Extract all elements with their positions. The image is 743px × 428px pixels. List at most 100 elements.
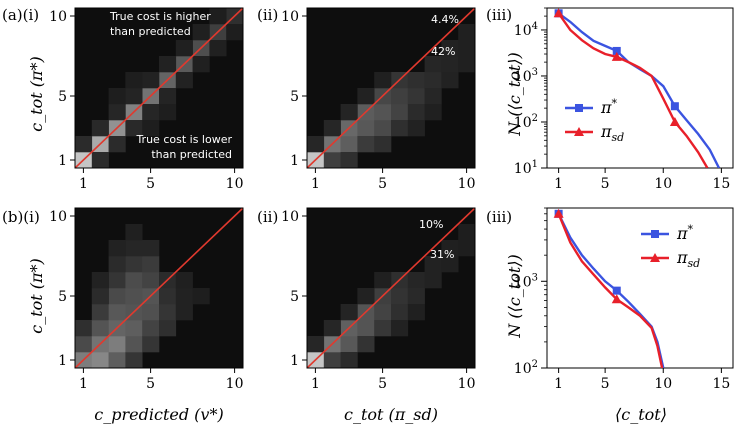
diagonal-line [74,207,244,369]
x-tick-label: 5 [146,376,155,392]
y-tick-label-base: 10 [514,69,532,85]
y-tick-label: 103 [514,272,538,290]
series-marker-triangle [553,8,564,18]
heatmap-cell [357,120,375,137]
x-tick-label: 1 [311,176,320,192]
panel-label-b-i: (b)(i) [2,208,40,226]
heatmap-cell [340,304,358,321]
heatmap-cell [407,88,425,105]
series-marker-triangle [611,51,622,61]
heatmap-cell [374,304,392,321]
heatmap-cell [108,304,126,321]
heatmap-cell [175,288,193,305]
legend-label: πsd [676,248,700,270]
annotation-a-ii-lower: 42% [431,45,455,58]
annotation-a-i-lower-line2: than predicted [151,148,232,161]
panel-label-a-iii: (iii) [486,6,512,24]
y-tick-label-base: 10 [514,23,532,39]
y-tick-label: 10 [49,9,67,25]
heatmap-cell [125,224,143,241]
heatmap-cell [407,104,425,121]
y-tick-label-base: 10 [514,115,532,131]
legend-label: π* [600,97,618,117]
heatmap-cell [108,256,126,273]
heatmap-cell [424,272,442,289]
heatmap-cell [340,136,358,153]
heatmap-cell [142,240,160,257]
heatmap-cell [91,120,109,137]
heatmap-cell [340,336,358,353]
annotation-b-ii-lower: 31% [430,248,454,261]
heatmap-cell [125,256,143,273]
heatmap-cell [441,56,459,73]
y-tick-label: 101 [514,159,538,177]
heatmap-cell [357,136,375,153]
x-tick-label: 1 [79,176,88,192]
heatmap-cell [159,304,177,321]
x-tick-label: 1 [554,176,563,192]
heatmap-cell [307,336,325,353]
panel-label-b-iii: (iii) [486,208,512,226]
annotation-b-ii-upper: 10% [419,218,443,231]
plot-frame [306,207,476,369]
heatmap-cell [192,56,210,73]
heatmap-cell [192,288,210,305]
heatmap-cell [458,40,476,57]
heatmap-cell [391,120,409,137]
legend-label-sup: * [688,223,694,236]
ylabel-b-iii: N (⟨c_tot⟩) [505,254,524,339]
series-marker-triangle [669,116,680,126]
x-tick-label: 1 [554,376,563,392]
heatmap-cell [91,152,109,169]
heatmap-cell [125,240,143,257]
heatmap-cell [357,336,375,353]
plot-frame [74,207,244,369]
heatmap-cell [391,320,409,337]
y-tick-label-exponent: 3 [532,67,538,78]
heatmap-cell [159,288,177,305]
heatmap-cell [458,224,476,241]
xlabel-b-iii: ⟨c_tot⟩ [615,405,667,424]
heatmap-cell [357,288,375,305]
heatmap-cell [323,120,341,137]
heatmap-cell [108,336,126,353]
heatmap-cell [159,320,177,337]
y-tick-label: 10 [49,209,67,225]
series-line [557,12,709,168]
legend-label: π* [676,223,694,243]
heatmap-cell [391,88,409,105]
y-tick-label: 5 [58,289,67,305]
heatmap-cell [374,120,392,137]
ylabel-a-i: c_tot (π*) [27,56,46,132]
ylabel-b-i: c_tot (π*) [27,258,46,334]
legend-marker-triangle [650,253,660,262]
heatmap-cell [91,304,109,321]
heatmap-cell [91,352,109,369]
heatmap-cell [175,304,193,321]
heatmap-cell [340,352,358,369]
plot-frame [74,7,244,169]
plot-frame [546,7,734,169]
heatmap-cell [125,88,143,105]
series-marker-triangle [611,294,622,304]
x-tick-label: 5 [378,176,387,192]
heatmap-cell [91,320,109,337]
heatmap-cell [391,304,409,321]
heatmap-cell [108,88,126,105]
y-tick-label-exponent: 2 [532,359,538,370]
heatmap-cell [441,40,459,57]
ylabel-a-iii: N (⟨c_tot⟩) [505,52,524,137]
heatmap-cell [159,56,177,73]
heatmap-cell [323,320,341,337]
heatmap-cell [125,288,143,305]
heatmap-cell [125,352,143,369]
legend-label-base: π [600,122,612,141]
x-tick-label: 15 [712,176,730,192]
y-tick-label: 102 [514,359,538,377]
heatmap-panel-b-ii: 11 5 5 10 10 [281,207,476,392]
heatmap-cell [374,272,392,289]
heatmap-cell [142,272,160,289]
heatmap-cell [159,88,177,105]
